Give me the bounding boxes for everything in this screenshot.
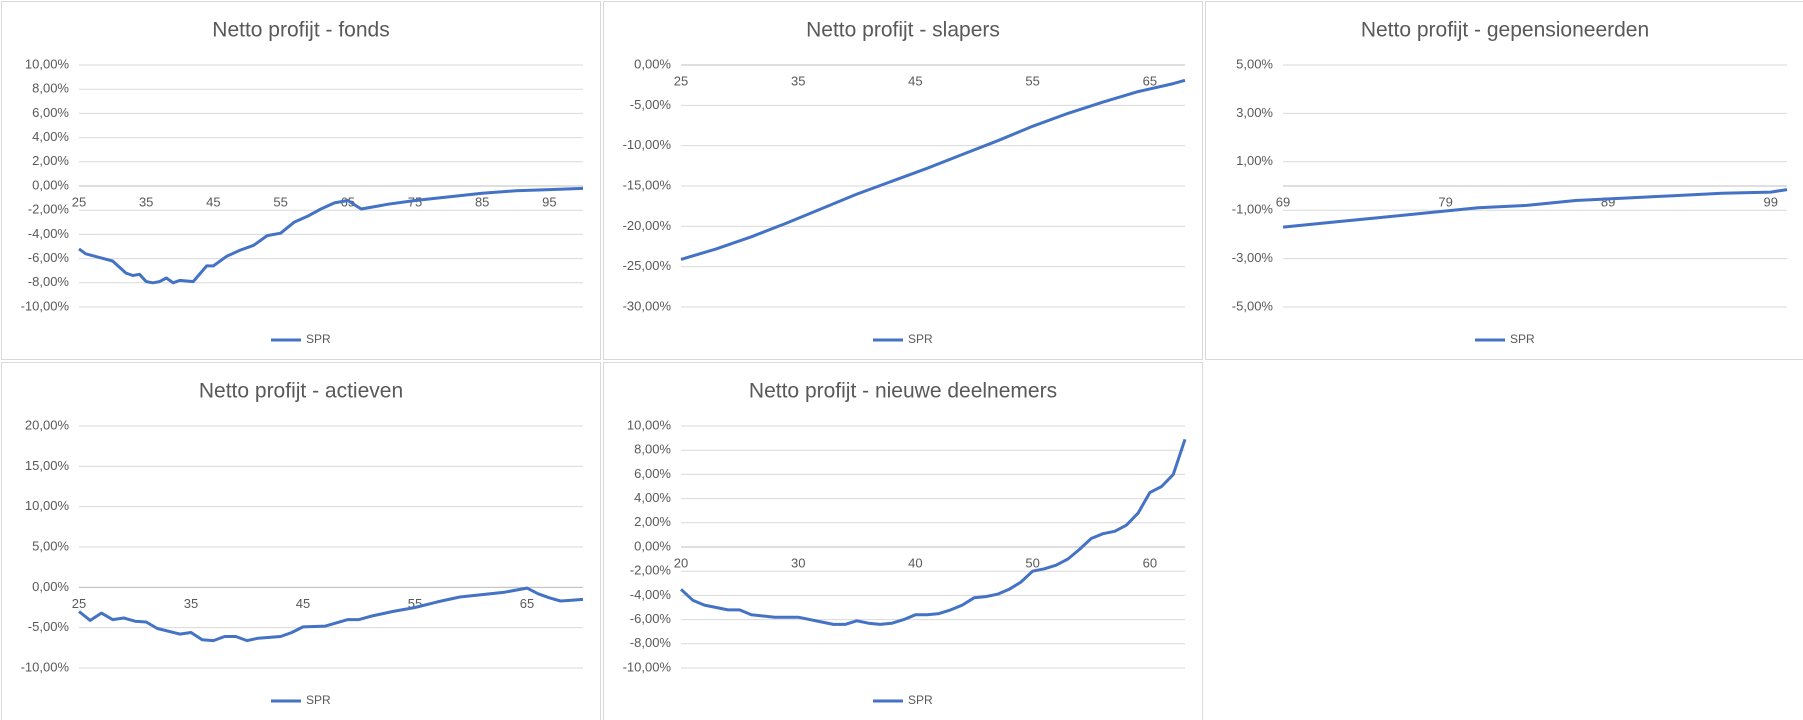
chart-panel: Netto profijt - gepensioneerden 5,00% 3,00… bbox=[1205, 1, 1803, 360]
chart-title: Netto profijt - actieven bbox=[199, 380, 403, 403]
y-tick-label: 5,00% bbox=[1236, 56, 1273, 71]
x-tick-label: 60 bbox=[1143, 555, 1157, 570]
panel-frame bbox=[603, 1, 1203, 360]
y-tick-label: 2,00% bbox=[634, 514, 671, 529]
x-tick-label: 65 bbox=[1143, 73, 1157, 88]
x-tick-label: 35 bbox=[791, 73, 805, 88]
y-tick-label: -10,00% bbox=[21, 298, 70, 313]
y-tick-label: 15,00% bbox=[25, 458, 70, 473]
panel-frame bbox=[1, 1, 601, 360]
y-tick-label: -5,00% bbox=[28, 619, 70, 634]
y-tick-label: 3,00% bbox=[1236, 105, 1273, 120]
x-tick-label: 95 bbox=[542, 194, 556, 209]
y-tick-label: -8,00% bbox=[28, 274, 70, 289]
y-tick-label: -5,00% bbox=[1232, 298, 1274, 313]
y-tick-label: 0,00% bbox=[634, 56, 671, 71]
x-tick-label: 25 bbox=[674, 73, 688, 88]
y-tick-label: 6,00% bbox=[634, 466, 671, 481]
x-tick-label: 55 bbox=[273, 194, 287, 209]
y-tick-label: 1,00% bbox=[1236, 153, 1273, 168]
y-tick-label: 5,00% bbox=[32, 538, 69, 553]
x-tick-label: 69 bbox=[1276, 194, 1290, 209]
y-tick-label: 8,00% bbox=[634, 442, 671, 457]
y-tick-label: 20,00% bbox=[25, 417, 70, 432]
chart-panel: Netto profijt - fonds 10,00% 8,00% 6,00% 4,0… bbox=[1, 1, 601, 360]
y-tick-label: -2,00% bbox=[28, 202, 70, 217]
x-tick-label: 79 bbox=[1438, 194, 1452, 209]
chart-title: Netto profijt - fonds bbox=[212, 19, 389, 42]
y-tick-label: -4,00% bbox=[630, 587, 672, 602]
y-tick-label: -10,00% bbox=[21, 659, 70, 674]
y-tick-label: -1,00% bbox=[1232, 202, 1274, 217]
x-tick-label: 45 bbox=[206, 194, 220, 209]
y-tick-label: -6,00% bbox=[630, 611, 672, 626]
x-tick-label: 99 bbox=[1764, 194, 1778, 209]
chart-panel: Netto profijt - slapers 0,00% -5,00% -10,00… bbox=[603, 1, 1203, 360]
x-tick-label: 35 bbox=[184, 596, 198, 611]
x-tick-label: 89 bbox=[1601, 194, 1615, 209]
y-tick-label: -6,00% bbox=[28, 250, 70, 265]
chart-panel: Netto profijt - nieuwe deelnemers 10,00% 8… bbox=[603, 362, 1203, 720]
panel-frame bbox=[1205, 1, 1803, 360]
y-tick-label: 0,00% bbox=[32, 177, 69, 192]
y-tick-label: 6,00% bbox=[32, 105, 69, 120]
chart-title: Netto profijt - nieuwe deelnemers bbox=[749, 380, 1057, 403]
legend-label: SPR bbox=[306, 332, 331, 346]
x-tick-label: 55 bbox=[1025, 73, 1039, 88]
data-line bbox=[1282, 188, 1788, 229]
y-tick-label: 4,00% bbox=[32, 129, 69, 144]
y-tick-label: -4,00% bbox=[28, 226, 70, 241]
x-tick-label: 20 bbox=[674, 555, 688, 570]
x-tick-label: 35 bbox=[139, 194, 153, 209]
x-tick-label: 40 bbox=[908, 555, 922, 570]
x-tick-label: 65 bbox=[520, 596, 534, 611]
x-tick-label: 45 bbox=[296, 596, 310, 611]
legend-label: SPR bbox=[306, 693, 331, 707]
data-line bbox=[78, 186, 584, 285]
y-tick-label: 4,00% bbox=[634, 490, 671, 505]
x-tick-label: 85 bbox=[475, 194, 489, 209]
y-tick-label: -10,00% bbox=[623, 659, 672, 674]
y-tick-label: 2,00% bbox=[32, 153, 69, 168]
y-tick-label: -8,00% bbox=[630, 635, 672, 650]
y-tick-label: 10,00% bbox=[627, 417, 672, 432]
legend-label: SPR bbox=[908, 332, 933, 346]
y-tick-label: -3,00% bbox=[1232, 250, 1274, 265]
chart-title: Netto profijt - gepensioneerden bbox=[1361, 19, 1649, 42]
y-tick-label: -30,00% bbox=[623, 298, 672, 313]
y-tick-label: 8,00% bbox=[32, 81, 69, 96]
y-tick-label: 0,00% bbox=[32, 579, 69, 594]
legend-label: SPR bbox=[1510, 332, 1535, 346]
panel-frame bbox=[603, 362, 1203, 720]
x-tick-label: 25 bbox=[72, 194, 86, 209]
x-tick-label: 30 bbox=[791, 555, 805, 570]
y-tick-label: 10,00% bbox=[25, 56, 70, 71]
data-line bbox=[679, 438, 1187, 626]
y-tick-label: -10,00% bbox=[623, 137, 672, 152]
chart-panel: Netto profijt - actieven 20,00% 15,00% 10,0… bbox=[1, 362, 601, 720]
chart-title: Netto profijt - slapers bbox=[806, 19, 1000, 42]
data-line bbox=[680, 78, 1186, 261]
x-tick-label: 25 bbox=[72, 596, 86, 611]
panel-frame bbox=[1, 362, 601, 720]
y-tick-label: -15,00% bbox=[623, 177, 672, 192]
y-tick-label: -20,00% bbox=[623, 218, 672, 233]
y-tick-label: -25,00% bbox=[623, 258, 672, 273]
y-tick-label: -5,00% bbox=[630, 97, 672, 112]
y-tick-label: -2,00% bbox=[630, 563, 672, 578]
x-tick-label: 50 bbox=[1025, 555, 1039, 570]
legend-label: SPR bbox=[908, 693, 933, 707]
x-tick-label: 45 bbox=[908, 73, 922, 88]
y-tick-label: 10,00% bbox=[25, 498, 70, 513]
y-tick-label: 0,00% bbox=[634, 538, 671, 553]
data-line bbox=[78, 586, 584, 643]
